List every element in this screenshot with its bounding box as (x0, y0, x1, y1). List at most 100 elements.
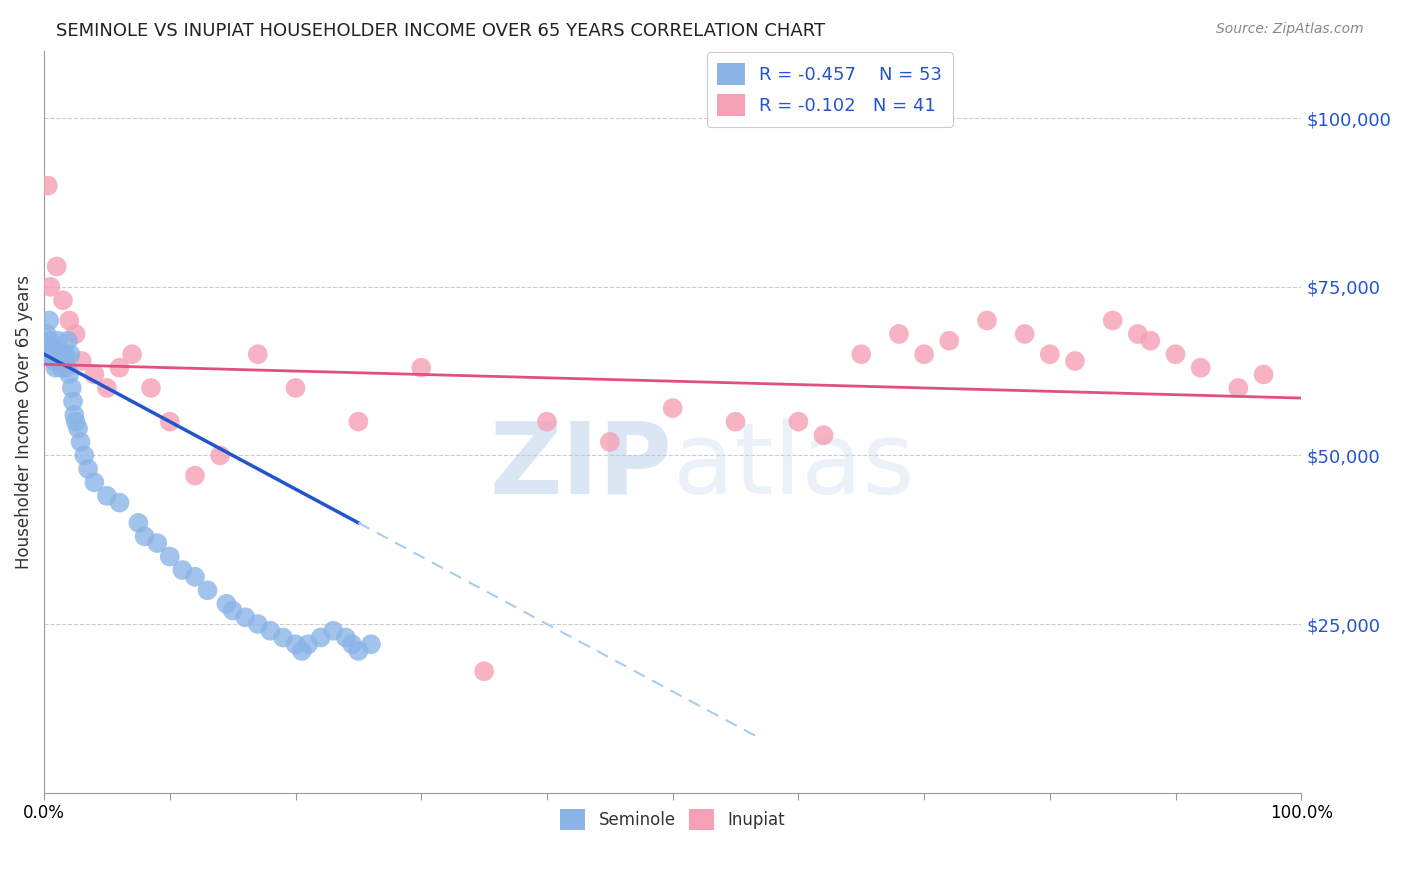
Point (197, 583, 219, 598)
Point (44, 360, 66, 375)
Point (1014, 326, 1036, 341)
Point (1064, 354, 1087, 368)
Point (184, 570, 207, 584)
Point (284, 381, 307, 395)
Point (209, 449, 232, 463)
Point (1101, 313, 1123, 327)
Point (1039, 347, 1062, 361)
Point (724, 415, 747, 429)
Point (51, 360, 73, 375)
Point (65, 326, 87, 341)
Point (184, 468, 207, 483)
Point (146, 536, 169, 550)
Point (108, 495, 131, 509)
Point (215, 597, 238, 611)
Legend: Seminole, Inupiat: Seminole, Inupiat (554, 803, 792, 837)
Point (70, 354, 93, 368)
Point (42, 347, 65, 361)
Point (1253, 368, 1275, 382)
Point (121, 347, 143, 361)
Point (1139, 334, 1161, 348)
Point (56, 334, 79, 348)
Text: ZIP: ZIP (489, 417, 672, 515)
Point (335, 631, 357, 645)
Point (73, 449, 96, 463)
Point (55, 360, 77, 375)
Text: Source: ZipAtlas.com: Source: ZipAtlas.com (1216, 22, 1364, 37)
Point (172, 563, 194, 577)
Point (259, 624, 281, 638)
Point (53, 354, 76, 368)
Point (159, 549, 181, 564)
Point (291, 644, 314, 658)
Point (37, 178, 59, 193)
Text: SEMINOLE VS INUPIAT HOUSEHOLDER INCOME OVER 65 YEARS CORRELATION CHART: SEMINOLE VS INUPIAT HOUSEHOLDER INCOME O… (56, 22, 825, 40)
Point (159, 415, 181, 429)
Point (38, 313, 60, 327)
Point (1126, 326, 1149, 341)
Point (347, 415, 370, 429)
Point (340, 637, 363, 651)
Point (52, 293, 75, 308)
Point (55, 347, 77, 361)
Point (60, 381, 83, 395)
Point (67, 421, 90, 435)
Point (96, 489, 118, 503)
Point (851, 347, 873, 361)
Point (83, 368, 105, 382)
Point (41, 341, 63, 355)
Point (661, 401, 683, 416)
Text: atlas: atlas (672, 417, 914, 515)
Point (63, 408, 86, 422)
Point (360, 637, 382, 651)
Point (39, 334, 62, 348)
Point (411, 360, 433, 375)
Point (49, 347, 72, 361)
Point (65, 415, 87, 429)
Point (297, 637, 319, 651)
Point (284, 637, 307, 651)
Point (1227, 381, 1250, 395)
Point (472, 665, 495, 679)
Point (134, 529, 156, 543)
Point (938, 334, 960, 348)
Point (69, 434, 91, 449)
Point (139, 381, 162, 395)
Point (322, 624, 344, 638)
Point (309, 631, 332, 645)
Point (45, 347, 67, 361)
Point (887, 326, 910, 341)
Point (912, 347, 935, 361)
Point (233, 610, 256, 624)
Point (787, 415, 810, 429)
Point (246, 617, 269, 632)
Point (108, 360, 131, 375)
Point (37, 347, 59, 361)
Point (599, 434, 621, 449)
Point (96, 381, 118, 395)
Point (246, 347, 269, 361)
Point (271, 631, 294, 645)
Y-axis label: Householder Income Over 65 years: Householder Income Over 65 years (15, 275, 32, 569)
Point (83, 475, 105, 490)
Point (976, 313, 998, 327)
Point (46, 334, 69, 348)
Point (77, 462, 100, 476)
Point (52, 347, 75, 361)
Point (48, 354, 70, 368)
Point (221, 603, 243, 617)
Point (1189, 360, 1212, 375)
Point (1164, 347, 1187, 361)
Point (58, 368, 80, 382)
Point (59, 347, 82, 361)
Point (536, 415, 558, 429)
Point (44, 354, 66, 368)
Point (127, 516, 149, 530)
Point (62, 394, 84, 409)
Point (813, 428, 835, 442)
Point (35, 326, 58, 341)
Point (58, 313, 80, 327)
Point (39, 279, 62, 293)
Point (45, 260, 67, 274)
Point (347, 644, 370, 658)
